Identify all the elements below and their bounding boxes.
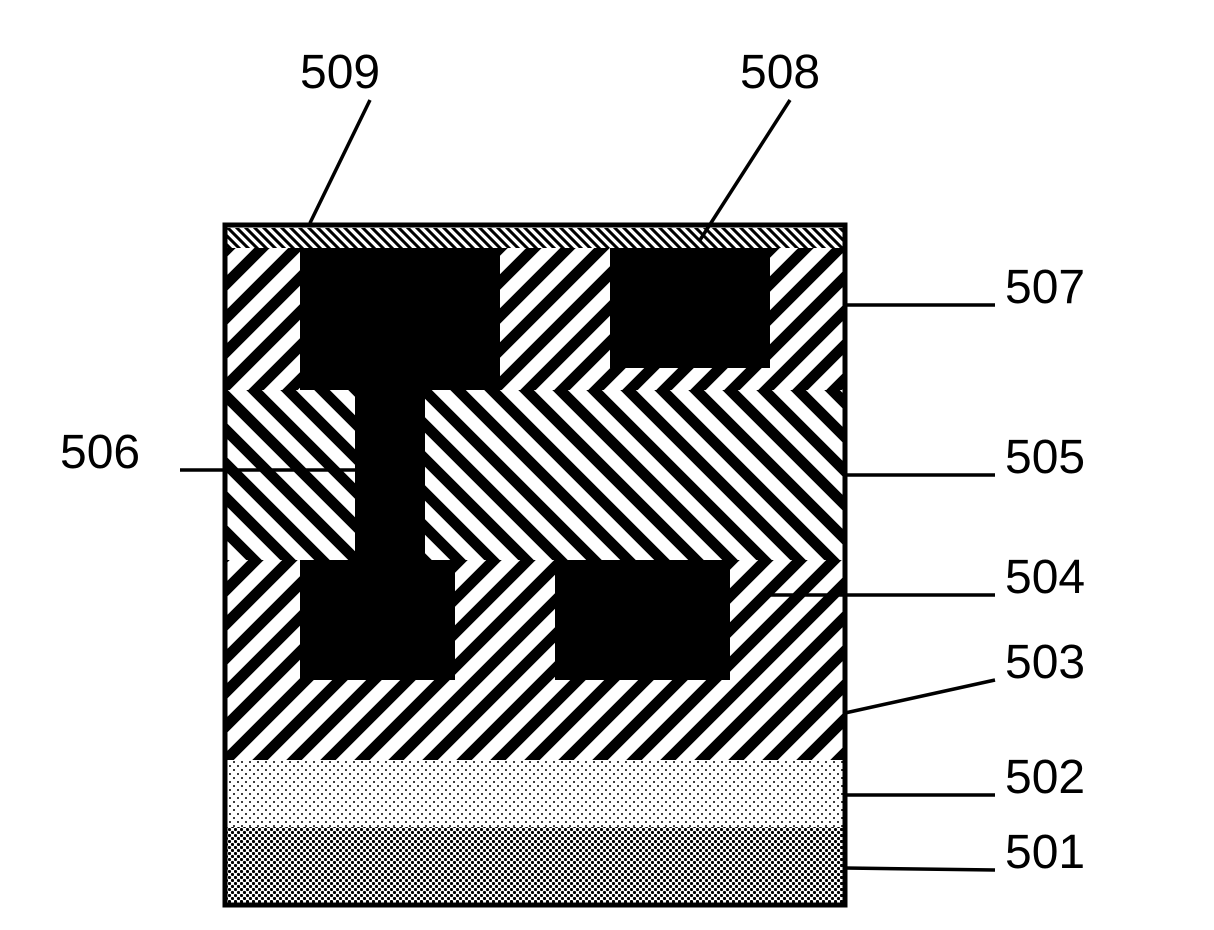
feature-508-left: [300, 248, 500, 390]
layer-509: [225, 228, 845, 248]
feature-504-right: [555, 560, 730, 680]
label-504: 504: [1005, 550, 1085, 605]
layer-505: [225, 390, 845, 560]
label-501: 501: [1005, 825, 1085, 880]
leader-503: [845, 680, 995, 713]
feature-506-via: [355, 390, 425, 570]
label-502: 502: [1005, 750, 1085, 805]
leader-508: [700, 100, 790, 240]
diagram-root: 509 508 507 506 505 504 503 502 501: [0, 0, 1214, 930]
feature-504-left: [300, 560, 455, 680]
layer-502: [225, 760, 845, 827]
label-508: 508: [740, 45, 820, 100]
label-505: 505: [1005, 430, 1085, 485]
leader-501: [845, 868, 995, 870]
label-509: 509: [300, 45, 380, 100]
layer-501: [225, 827, 845, 905]
label-507: 507: [1005, 260, 1085, 315]
leader-509: [310, 100, 370, 223]
feature-508-right: [610, 248, 770, 368]
label-506: 506: [60, 425, 140, 480]
label-503: 503: [1005, 635, 1085, 690]
